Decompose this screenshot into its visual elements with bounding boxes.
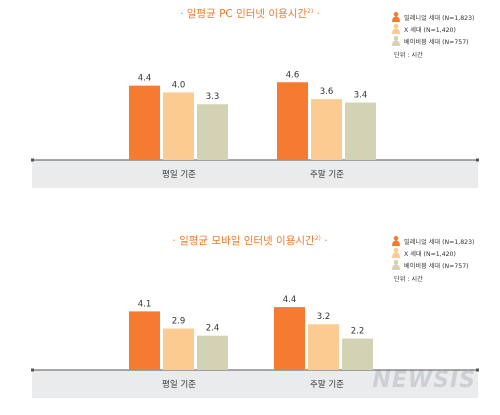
watermark-logo: NEWSIS	[372, 368, 476, 393]
chart1-legend-person-icon-beige-body	[392, 40, 400, 46]
chart1-category-label: 평일 기준	[162, 169, 196, 180]
chart2-value-label: 4.1	[138, 299, 152, 309]
chart1-value-label: 3.6	[320, 87, 334, 97]
chart2-legend-person-icon-orange-head	[393, 236, 399, 241]
chart2-title: · 일평균 모바일 인터넷 이용시간2) ·	[172, 234, 327, 247]
chart2-legend-label: 베이비붐 세대 (N=757)	[404, 262, 469, 270]
chart1-legend-person-icon-peach	[392, 24, 400, 34]
chart2-baseline-cap-left	[31, 368, 34, 372]
chart1-value-label: 4.6	[286, 70, 300, 80]
chart1-legend-label: 밀레니얼 세대 (N=1,823)	[404, 14, 474, 22]
chart1-bar	[345, 102, 376, 160]
chart1-legend-label: 베이비붐 세대 (N=757)	[404, 38, 469, 46]
chart2-legend-person-icon-beige-body	[392, 264, 400, 270]
chart2-value-label: 2.9	[172, 317, 186, 327]
chart2-category-label: 평일 기준	[162, 379, 196, 390]
chart1-unit-label: 단위 : 시간	[394, 51, 423, 59]
chart1-legend-label: X 세대 (N=1,420)	[404, 26, 456, 34]
chart1-bar	[163, 92, 194, 160]
chart1-title: · 일평균 PC 인터넷 이용시간2) ·	[180, 7, 320, 20]
chart2-bar	[308, 324, 339, 370]
chart2-value-label: 4.4	[283, 295, 297, 305]
chart2-legend-person-icon-orange-body	[392, 240, 400, 246]
chart2-unit-label: 단위 : 시간	[394, 275, 423, 283]
chart2-legend-label: 밀레니얼 세대 (N=1,823)	[404, 238, 474, 246]
chart1-legend-person-icon-peach-head	[393, 24, 399, 29]
chart2-bar	[342, 338, 373, 370]
chart1-legend-person-icon-beige-head	[393, 36, 399, 41]
chart1-legend-person-icon-orange-head	[393, 12, 399, 17]
chart2-bar	[129, 311, 160, 370]
chart2-legend-label: X 세대 (N=1,420)	[404, 250, 456, 258]
chart1-legend-person-icon-peach-body	[392, 28, 400, 34]
chart2-bar	[197, 335, 228, 370]
chart2-value-label: 3.2	[317, 312, 331, 322]
chart1-axis-band	[32, 160, 478, 188]
chart1-baseline-cap-right	[476, 158, 479, 162]
chart1-category-label: 주말 기준	[310, 169, 344, 180]
chart1-bar	[197, 104, 228, 160]
chart1-bar	[277, 82, 308, 160]
chart2-legend-person-icon-peach-body	[392, 252, 400, 258]
chart2-axis-band	[32, 370, 478, 398]
chart2-legend-person-icon-beige-head	[393, 260, 399, 265]
chart2-value-label: 2.4	[206, 324, 220, 334]
chart1-legend-person-icon-orange	[392, 12, 400, 22]
chart1-baseline-cap-left	[31, 158, 34, 162]
chart1-bar	[129, 85, 160, 160]
chart2-baseline-cap-right	[476, 368, 479, 372]
chart2-legend-person-icon-beige	[392, 260, 400, 270]
chart1-legend-person-icon-beige	[392, 36, 400, 46]
chart1-legend-person-icon-orange-body	[392, 16, 400, 22]
chart1-value-label: 3.3	[206, 92, 220, 102]
chart1-value-label: 3.4	[354, 91, 368, 101]
chart2-bar	[274, 307, 305, 370]
chart2-legend-person-icon-peach-head	[393, 248, 399, 253]
chart2-legend-person-icon-peach	[392, 248, 400, 258]
chart2-category-label: 주말 기준	[310, 379, 344, 390]
chart1-value-label: 4.0	[172, 80, 186, 90]
chart2-value-label: 2.2	[351, 327, 365, 337]
chart1-bar	[311, 99, 342, 160]
chart2-bar	[163, 328, 194, 370]
chart2-legend-person-icon-orange	[392, 236, 400, 246]
chart1-value-label: 4.4	[138, 74, 152, 84]
